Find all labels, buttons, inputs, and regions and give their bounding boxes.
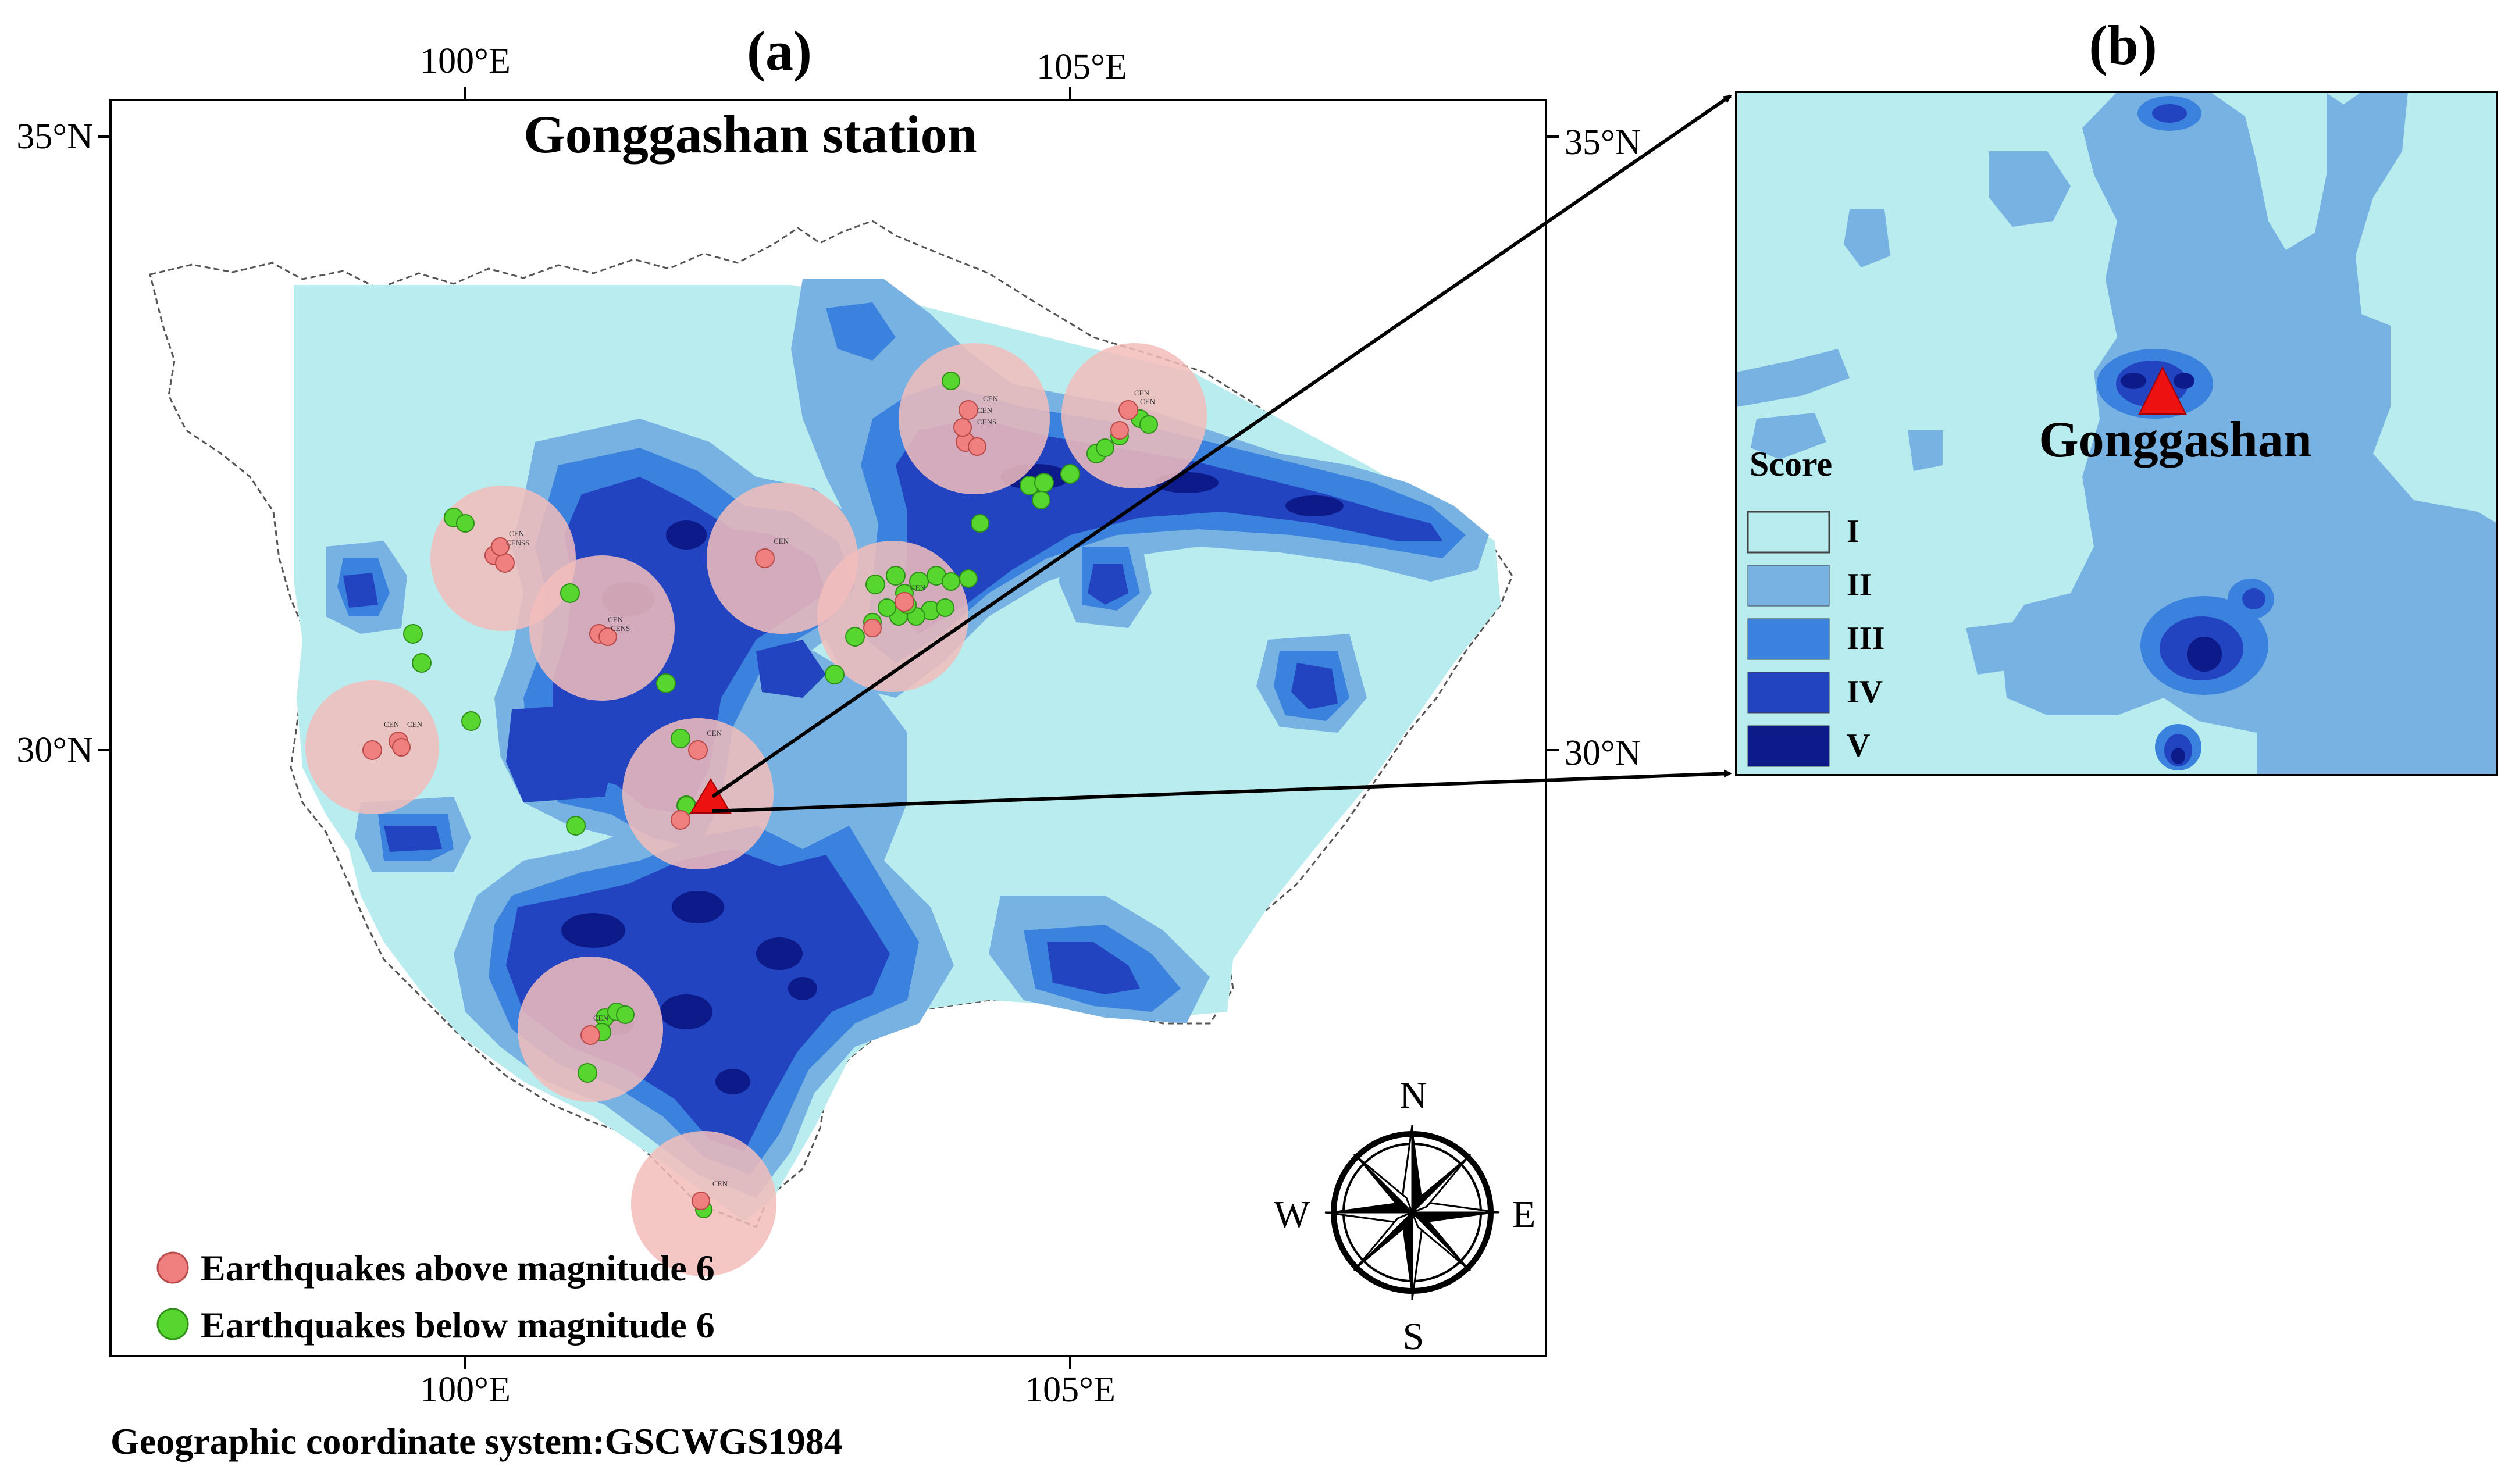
station-marker-zoom [2138,366,2187,415]
svg-text:CEN: CEN [1140,397,1156,406]
svg-text:CEN: CEN [712,1179,728,1188]
legend-swatch-I [1747,511,1830,554]
panel-a-legend: Earthquakes above magnitude 6 Earthquake… [156,1247,715,1346]
bottom-tick-105e: 105°E [1025,1370,1116,1410]
svg-text:CEN: CEN [983,394,999,403]
svg-text:CEN: CEN [1134,388,1150,397]
svg-text:CEN: CEN [774,537,789,545]
legend-eq-below-symbol [156,1308,189,1340]
station-marker [690,778,732,814]
compass-s: S [1403,1315,1424,1358]
panel-a-frame [109,99,1547,1357]
panel-b-station-label: Gonggashan [2039,412,2312,468]
legend-swatch-II [1747,565,1830,607]
compass-w: W [1274,1193,1310,1236]
panel-b-label: (b) [2089,14,2157,76]
legend-class-V: V [1847,727,1870,764]
earthquakes-below-6 [403,372,1158,1218]
left-tick-35n: 35°N [16,117,93,156]
score-areas-V [561,464,1344,1094]
panel-b-legend: Score I II III IV V [1747,445,1884,767]
legend-class-IV: IV [1847,674,1883,710]
legend-eq-above-symbol [156,1251,189,1284]
legend-swatch-V [1747,725,1830,767]
legend-title-score: Score [1750,445,1832,483]
zoom-arrows [711,94,1732,813]
svg-text:CENSS: CENSS [506,538,529,547]
right-tick-30n: 30°N [1565,733,1641,773]
panel-a-title: Gonggashan station [523,105,977,164]
svg-text:CENS: CENS [611,624,630,633]
top-tick-105e: 105°E [1036,47,1127,87]
legend-eq-below-label: Earthquakes below magnitude 6 [201,1304,715,1346]
svg-text:CEN: CEN [977,406,993,415]
legend-class-III: III [1847,620,1884,657]
svg-text:CEN: CEN [608,615,624,624]
right-tick-35n: 35°N [1565,123,1641,162]
svg-text:CEN: CEN [384,720,400,729]
svg-text:CEN: CEN [593,1014,609,1022]
top-tick-100e: 100°E [420,41,511,81]
panel-b: (b) [1735,14,2498,776]
svg-text:CEN: CEN [707,729,722,737]
compass-n: N [1399,1074,1427,1116]
earthquakes-above-6 [362,400,1138,1210]
legend-class-I: I [1847,513,1859,550]
bottom-tick-100e: 100°E [420,1370,511,1410]
legend-swatch-IV [1747,672,1830,714]
panel-b-frame [1735,91,2498,776]
svg-text:CENS: CENS [977,418,996,426]
coordinate-system-footer: Geographic coordinate system:GSCWGS1984 [111,1421,843,1462]
left-tick-30n: 30°N [16,730,93,770]
legend-class-II: II [1847,567,1872,603]
panel-a-tick-marks [98,87,1559,1369]
compass-e: E [1512,1193,1536,1236]
legend-eq-above-label: Earthquakes above magnitude 6 [201,1247,715,1289]
legend-swatch-III [1747,618,1830,660]
svg-text:CEN: CEN [407,720,423,729]
panel-a-label: (a) [747,20,812,82]
panel-b-map-area [1736,92,2497,775]
svg-text:CEN: CEN [509,529,525,538]
svg-text:CEN: CEN [910,583,926,592]
compass-rose [1324,1125,1500,1300]
